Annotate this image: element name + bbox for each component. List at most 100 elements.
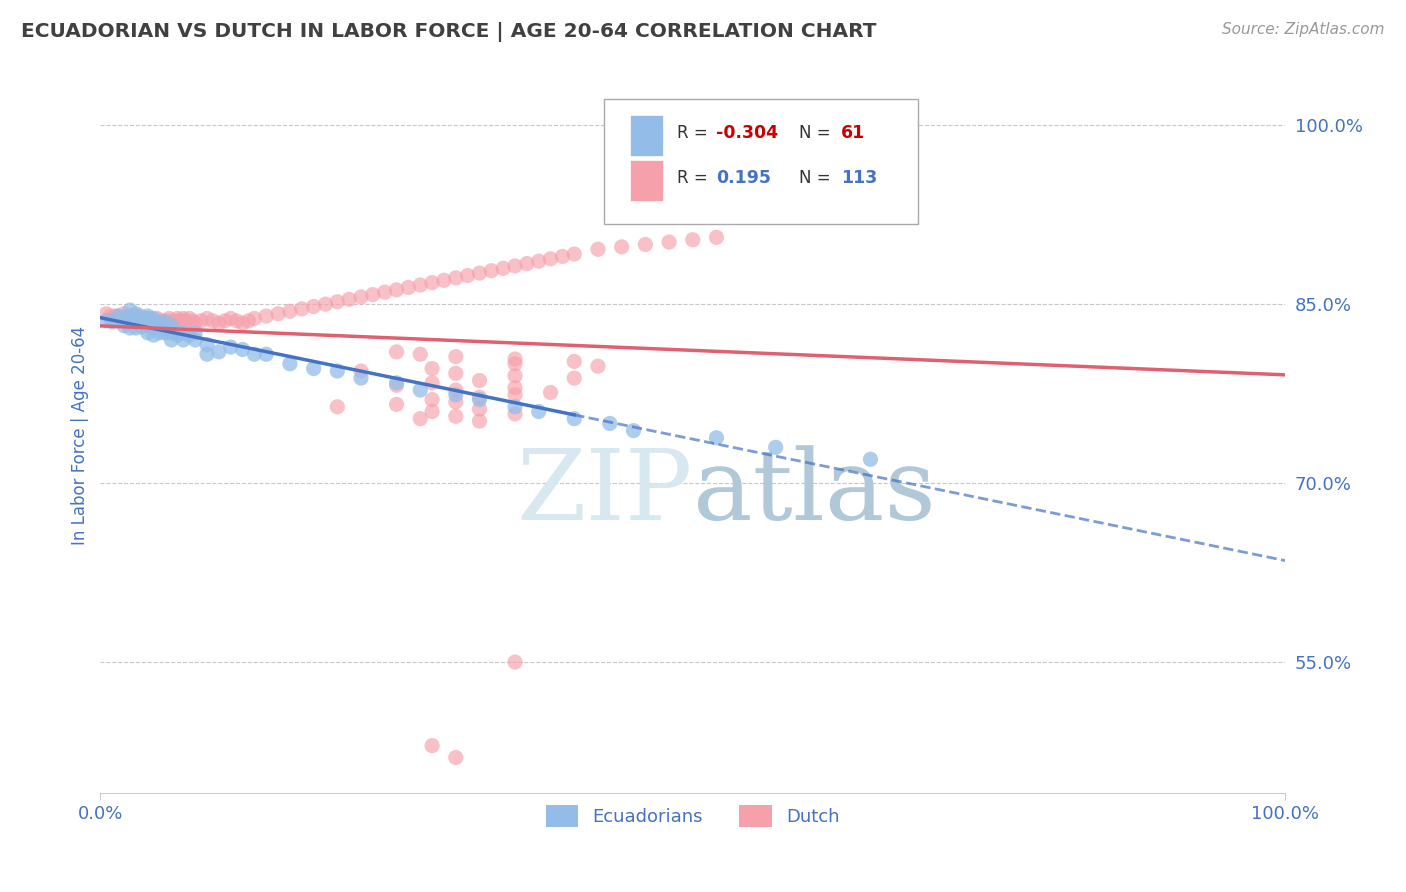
Point: [562, 247, 585, 261]
Point: [150, 314, 173, 328]
Text: -0.304: -0.304: [717, 124, 779, 142]
Point: [385, 344, 408, 359]
Point: [527, 404, 550, 418]
Point: [149, 321, 172, 335]
Point: [479, 264, 502, 278]
Point: [527, 254, 550, 268]
Point: [118, 315, 141, 329]
Point: [118, 309, 141, 323]
Point: [562, 354, 585, 368]
Point: [208, 344, 231, 359]
Point: [155, 315, 177, 329]
Point: [131, 319, 153, 334]
Point: [149, 315, 172, 329]
Point: [706, 431, 728, 445]
Point: [503, 655, 526, 669]
Point: [214, 314, 236, 328]
Point: [184, 333, 207, 347]
Point: [468, 390, 491, 404]
Point: [409, 278, 432, 293]
Point: [120, 311, 142, 326]
Point: [302, 300, 325, 314]
Point: [181, 314, 204, 328]
Point: [127, 311, 149, 326]
Point: [141, 316, 163, 330]
Point: [231, 316, 253, 330]
Point: [115, 311, 138, 326]
Point: [201, 314, 224, 328]
Point: [586, 242, 609, 256]
Point: [444, 271, 467, 285]
Point: [243, 347, 266, 361]
Point: [184, 326, 207, 340]
Point: [361, 287, 384, 301]
Point: [444, 367, 467, 381]
Point: [149, 326, 172, 340]
Point: [118, 303, 141, 318]
Point: [190, 314, 212, 328]
Point: [314, 297, 336, 311]
Point: [492, 261, 515, 276]
Point: [337, 293, 360, 307]
Point: [385, 378, 408, 392]
Point: [107, 309, 129, 323]
Point: [468, 402, 491, 417]
Point: [219, 340, 242, 354]
Point: [503, 388, 526, 402]
Point: [444, 350, 467, 364]
Point: [444, 750, 467, 764]
Point: [142, 311, 165, 326]
Point: [136, 314, 159, 328]
Point: [160, 326, 183, 340]
Point: [142, 321, 165, 335]
Point: [682, 233, 704, 247]
Point: [195, 347, 218, 361]
Point: [166, 328, 188, 343]
Point: [172, 311, 194, 326]
Point: [409, 383, 432, 397]
Point: [420, 739, 443, 753]
Text: ZIP: ZIP: [516, 445, 693, 541]
Point: [143, 314, 166, 328]
Point: [231, 343, 253, 357]
Point: [136, 318, 159, 333]
Point: [420, 276, 443, 290]
Point: [765, 440, 787, 454]
Point: [134, 311, 156, 326]
Point: [153, 316, 176, 330]
Point: [238, 314, 260, 328]
Point: [551, 249, 574, 263]
Point: [326, 294, 349, 309]
Point: [195, 311, 218, 326]
Point: [516, 256, 538, 270]
Point: [149, 316, 172, 330]
Point: [385, 397, 408, 411]
Point: [101, 315, 124, 329]
Point: [444, 383, 467, 397]
Point: [503, 381, 526, 395]
Point: [562, 411, 585, 425]
Point: [174, 314, 197, 328]
Text: 0.195: 0.195: [717, 169, 772, 186]
Point: [160, 333, 183, 347]
Point: [179, 328, 201, 343]
Point: [586, 359, 609, 374]
Point: [374, 285, 396, 300]
Point: [136, 309, 159, 323]
Point: [125, 314, 148, 328]
Point: [125, 315, 148, 329]
Point: [444, 409, 467, 424]
Point: [302, 361, 325, 376]
Point: [278, 304, 301, 318]
Point: [122, 309, 145, 323]
FancyBboxPatch shape: [605, 99, 918, 224]
Point: [136, 316, 159, 330]
Point: [350, 364, 373, 378]
Point: [160, 318, 183, 333]
Text: R =: R =: [678, 124, 713, 142]
Point: [444, 388, 467, 402]
Point: [503, 352, 526, 367]
Point: [125, 307, 148, 321]
Text: N =: N =: [800, 124, 837, 142]
Point: [208, 316, 231, 330]
